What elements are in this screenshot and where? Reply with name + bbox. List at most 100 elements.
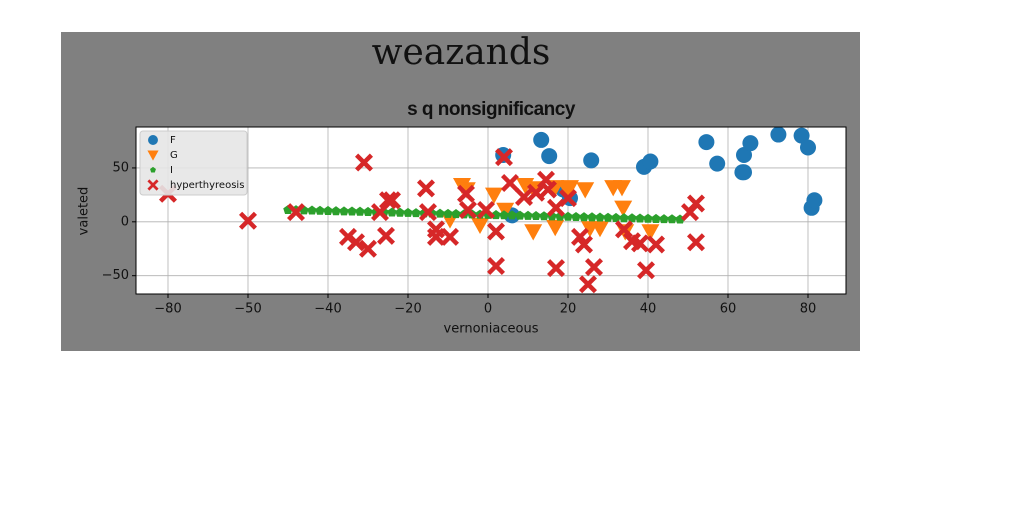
legend-label: hyperthyreosis (170, 180, 244, 191)
marker-circle (709, 155, 726, 172)
marker-pentagon (635, 213, 645, 223)
marker-pentagon (579, 212, 589, 222)
marker-pentagon (587, 212, 597, 222)
marker-x (575, 235, 593, 254)
marker-x (379, 191, 397, 210)
marker-x (687, 233, 705, 252)
y-tick-label: 0 (121, 214, 129, 229)
marker-pentagon (403, 207, 413, 217)
marker-pentagon (387, 207, 397, 217)
marker-pentagon (523, 210, 533, 220)
marker-x (287, 203, 305, 222)
marker-pentagon (331, 206, 341, 216)
marker-pentagon (339, 206, 349, 216)
marker-circle (533, 131, 550, 148)
x-tick-label: 20 (560, 302, 577, 317)
marker-triangle (591, 221, 609, 238)
marks (159, 126, 823, 294)
marker-circle (800, 139, 816, 156)
marker-triangle (641, 224, 660, 241)
marker-pentagon (347, 206, 357, 216)
marker-x (441, 227, 459, 246)
marker-pentagon (411, 208, 421, 218)
marker-pentagon (531, 210, 541, 221)
marker-pentagon (611, 212, 621, 222)
marker-x (501, 174, 519, 193)
series (495, 126, 823, 224)
marker-pentagon (651, 213, 661, 223)
marker-x (579, 275, 597, 294)
y-axis-label: valeted (77, 187, 92, 236)
marker-pentagon (315, 205, 325, 215)
marker-circle (736, 147, 752, 164)
marker-triangle (576, 182, 595, 199)
axes-frame (135, 126, 847, 295)
marker-x (615, 220, 633, 239)
marker-x (347, 233, 365, 252)
marker-x (487, 256, 505, 275)
x-tick-label: 0 (484, 302, 492, 317)
marker-x (687, 194, 705, 213)
marker-circle (742, 135, 759, 152)
chart-title: s q nonsignificancy (407, 99, 576, 120)
marker-circle (806, 192, 823, 209)
marker-pentagon (395, 207, 405, 217)
x-tick-label: −40 (314, 302, 341, 317)
marker-pentagon (603, 212, 613, 222)
marker-x (377, 226, 395, 245)
legend-box (139, 130, 248, 196)
marker-x (355, 153, 373, 172)
x-tick-label: 40 (640, 302, 657, 317)
marker-triangle (614, 200, 633, 217)
marker-x (631, 234, 649, 253)
x-tick-label: −20 (394, 302, 421, 317)
marker-x (419, 203, 437, 222)
marker-x (585, 258, 603, 277)
marker-circle (148, 135, 158, 145)
y-tick-label: 50 (112, 160, 129, 175)
marker-x (427, 227, 445, 246)
series (283, 204, 685, 224)
marker-pentagon (515, 210, 525, 220)
suptitle: weazands (372, 32, 551, 73)
marker-pentagon (355, 206, 365, 216)
marker-x (147, 179, 159, 191)
marker-pentagon (539, 211, 549, 221)
marker-circle (793, 127, 810, 144)
marker-circle (541, 148, 558, 165)
marker-x (539, 180, 557, 199)
x-tick-label: −50 (234, 302, 261, 317)
marker-triangle (613, 180, 631, 197)
marker-x (457, 184, 475, 203)
x-tick-label: 80 (800, 302, 817, 317)
marker-circle (642, 153, 659, 170)
marker-pentagon (619, 213, 629, 223)
marker-pentagon (443, 208, 453, 218)
marker-triangle (546, 220, 565, 237)
marker-x (459, 200, 477, 219)
marker-x (647, 235, 665, 254)
x-tick-label: −80 (154, 302, 181, 317)
marker-pentagon (595, 212, 605, 222)
marker-x (515, 188, 533, 207)
series (441, 177, 660, 241)
marker-pentagon (667, 214, 677, 224)
x-axis-label: vernoniaceous (444, 322, 539, 337)
marker-pentagon (499, 210, 509, 220)
marker-pentagon (571, 211, 581, 222)
marker-x (383, 191, 401, 210)
marker-pentagon (363, 206, 373, 216)
marker-circle (736, 164, 752, 181)
x-tick-label: 60 (720, 302, 737, 317)
marker-triangle (496, 202, 515, 219)
marker-x (487, 222, 505, 241)
marker-x (477, 200, 495, 219)
marker-x (559, 189, 577, 208)
marker-pentagon (507, 210, 517, 220)
marker-pentagon (563, 211, 573, 221)
marker-triangle (558, 182, 577, 199)
marker-pentagon (150, 166, 156, 173)
legend-label: G (170, 150, 178, 161)
